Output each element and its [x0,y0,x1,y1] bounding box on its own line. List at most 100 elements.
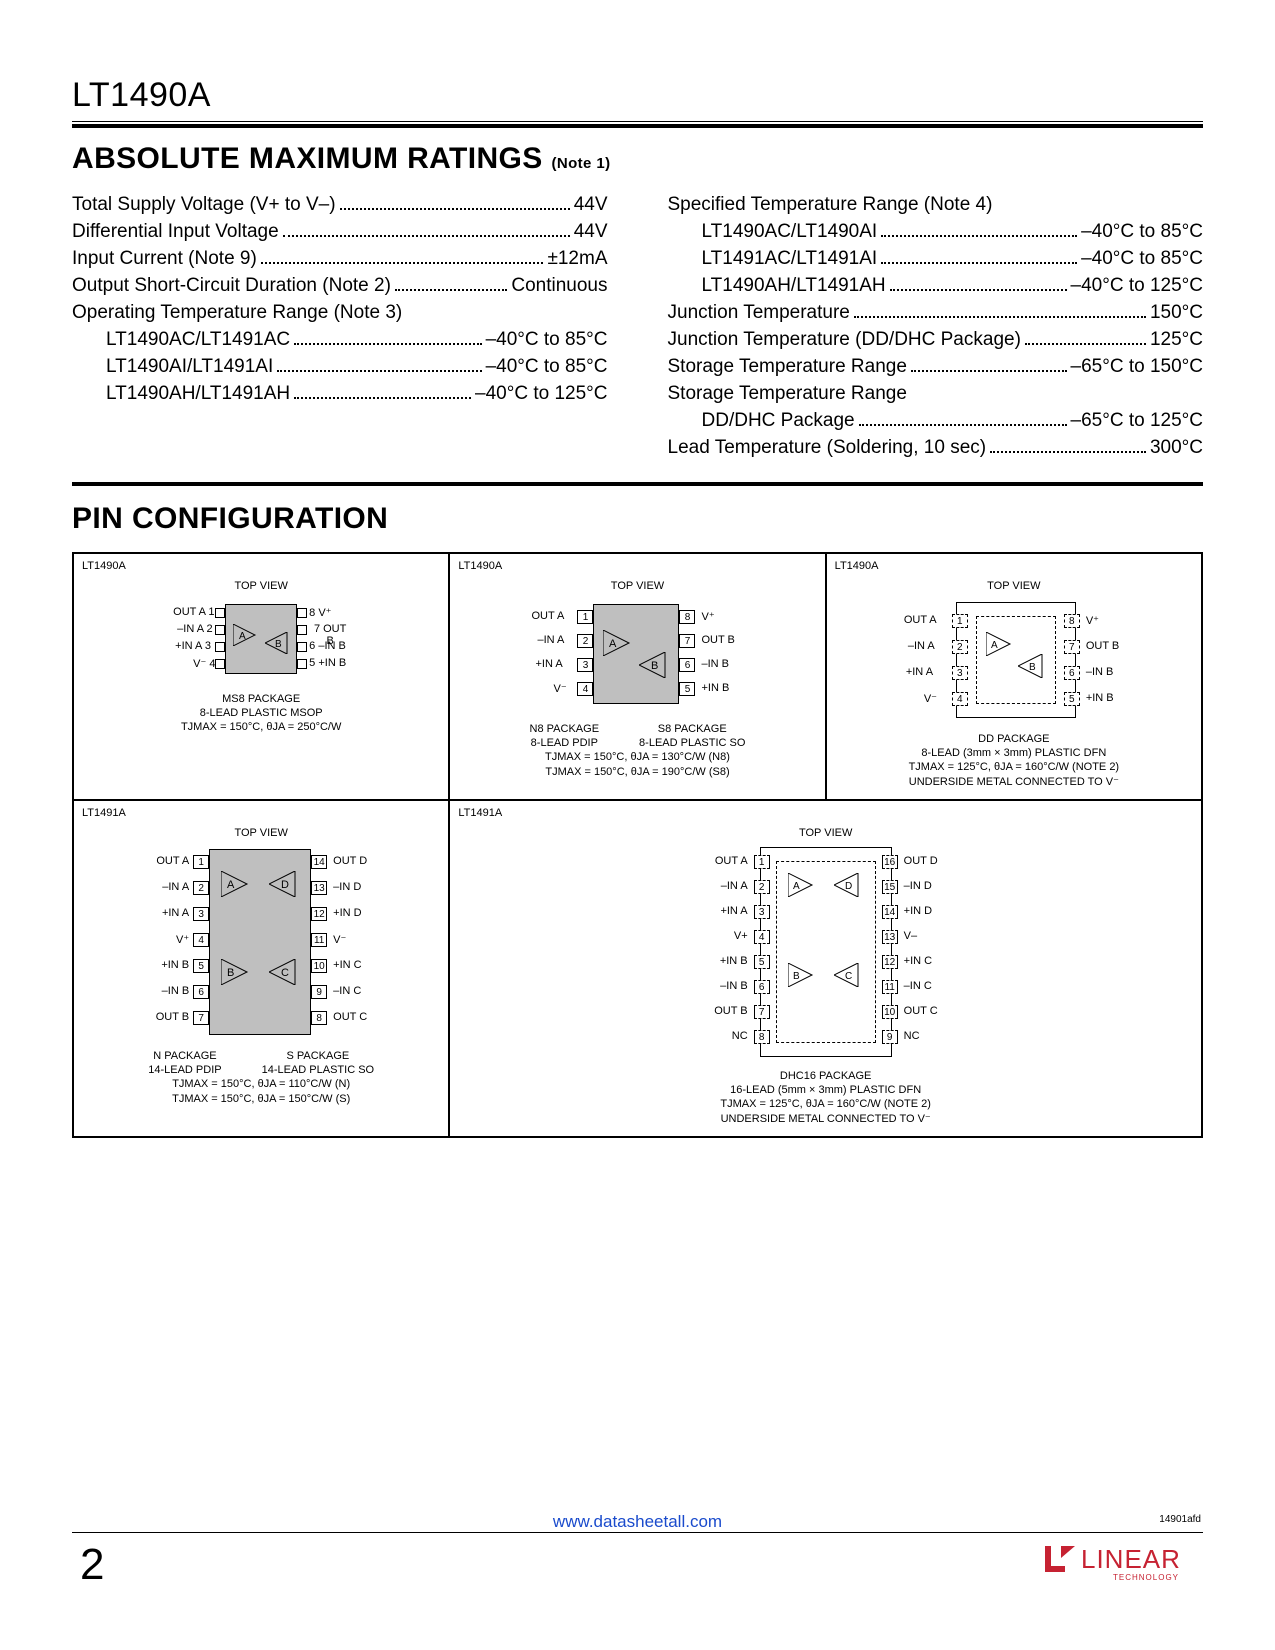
value: –40°C to 85°C [1081,246,1203,273]
rating-row: LT1490AH/LT1491AH –40°C to 125°C [72,381,608,408]
pin-num: 5 [309,657,315,669]
label: LT1490AH/LT1491AH [106,381,290,408]
opamp-b-icon: B [639,652,669,678]
pin-label: V⁺ [701,610,714,623]
pin-label: +IN C [904,955,932,967]
svg-text:LINEAR: LINEAR [1081,1544,1181,1574]
pin-label: OUT C [904,1005,938,1017]
pin-num: 1 [208,606,214,618]
value: –65°C to 150°C [1071,354,1203,381]
pin-label: V⁺ [147,933,189,946]
rating-row: LT1491AC/LT1491AI –40°C to 85°C [668,246,1204,273]
value: 150°C [1150,300,1203,327]
ratings-left: Total Supply Voltage (V+ to V–)44V Diffe… [72,192,608,462]
label: LT1490AH/LT1491AH [702,273,886,300]
svg-text:A: A [227,879,235,891]
pin-label: +IN A [535,658,562,670]
section-heading-ratings: ABSOLUTE MAXIMUM RATINGS (Note 1) [72,142,1203,176]
pin-label: –IN B [1086,666,1114,678]
top-view-label: TOP VIEW [460,827,1191,839]
label: Junction Temperature (DD/DHC Package) [668,327,1021,354]
pin-label: –IN A [706,880,748,892]
opamp-c-icon: C [269,959,299,985]
value: –40°C to 125°C [1071,273,1203,300]
label: LT1490AI/LT1491AI [106,354,273,381]
pin-label: –IN B [318,640,346,652]
svg-text:B: B [1029,662,1036,673]
value: –65°C to 125°C [1071,408,1203,435]
svg-text:B: B [227,967,234,979]
rating-row: LT1490AC/LT1491AC–40°C to 85°C [72,327,608,354]
pin-label: OUT A [173,606,205,618]
pin-label: –IN C [333,985,361,997]
svg-text:A: A [991,640,998,651]
pin-num: 7 [314,623,320,635]
part-label: LT1490A [458,560,502,572]
pin-num: 8 [309,607,315,619]
value: –40°C to 85°C [1081,219,1203,246]
chip-diagram: A B C D 1OUT A 2–IN A 3+IN A 4V⁺ 5+IN B … [121,843,401,1043]
rating-row: DD/DHC Package–65°C to 125°C [668,408,1204,435]
top-view-label: TOP VIEW [84,580,438,592]
pin-label: V⁻ [924,692,937,705]
part-label: LT1491A [458,807,502,819]
label: LT1491AC/LT1491AI [702,246,878,273]
pin-label: –IN D [333,881,361,893]
svg-text:D: D [281,879,289,891]
svg-text:C: C [845,971,852,982]
pin-label: V+ [706,930,748,942]
chip-diagram: A B OUT A 1 –IN A 2 +IN A 3 V⁻ 4 8 V⁺ 7 … [171,596,351,686]
pin-label: +IN B [701,682,729,694]
opamp-b-icon: B [788,963,816,987]
pin-label: OUT A [904,614,937,626]
package-n14s14-spacer: LT1491A TOP VIEW A B C D 1OUT A 2–IN A 3… [73,800,449,1137]
rating-row: LT1490AH/LT1491AH –40°C to 125°C [668,273,1204,300]
pin-label: NC [904,1030,920,1042]
pin-label: –IN A [177,623,203,635]
pin-label: +IN C [333,959,361,971]
pin-label: –IN B [701,658,729,670]
svg-text:A: A [609,638,617,650]
pin-num: 4 [209,658,215,670]
value: 300°C [1150,435,1203,462]
part-label: LT1491A [82,807,126,819]
pin-label: +IN A [706,905,748,917]
value: Continuous [511,273,607,300]
pin-label: OUT D [904,855,938,867]
rating-row: Junction Temperature (DD/DHC Package)125… [668,327,1204,354]
pin-label: V⁻ [333,933,346,946]
svg-text:D: D [845,881,852,892]
value: –40°C to 125°C [475,381,607,408]
pin-label: OUT A [531,610,564,622]
pin-label: +IN A [147,907,189,919]
ratings-columns: Total Supply Voltage (V+ to V–)44V Diffe… [72,192,1203,462]
pin-label: OUT B [706,1005,748,1017]
subheading: Specified Temperature Range (Note 4) [668,192,1204,219]
part-number: LT1490A [72,76,1203,115]
label: LT1490AC/LT1490AI [702,219,878,246]
rating-row: LT1490AI/LT1491AI–40°C to 85°C [72,354,608,381]
label: LT1490AC/LT1491AC [106,327,290,354]
pin-label: +IN D [333,907,361,919]
pin-num: 2 [207,623,213,635]
opamp-a-icon: A [221,871,251,897]
pin-label: +IN D [904,905,932,917]
heading-note: (Note 1) [551,155,610,172]
rating-row: LT1490AC/LT1490AI –40°C to 85°C [668,219,1204,246]
pin-label: NC [706,1030,748,1042]
label: Storage Temperature Range [668,354,907,381]
footer-url[interactable]: www.datasheetall.com [0,1512,1275,1532]
pin-label: V⁺ [1086,614,1099,627]
label: Junction Temperature [668,300,850,327]
pin-label: +IN A [906,666,933,678]
pin-label: OUT B [1086,640,1119,652]
svg-text:C: C [281,967,289,979]
divider [72,124,1203,128]
package-dhc16: LT1491A TOP VIEW A B C D 1OUT A 2–IN A 3… [449,800,1202,1137]
opamp-a-icon: A [603,630,633,656]
opamp-a-icon: A [986,632,1014,656]
opamp-a-icon: A [233,624,259,646]
pin-label: –IN A [147,881,189,893]
pin-label: OUT D [333,855,367,867]
label: Input Current (Note 9) [72,246,257,273]
